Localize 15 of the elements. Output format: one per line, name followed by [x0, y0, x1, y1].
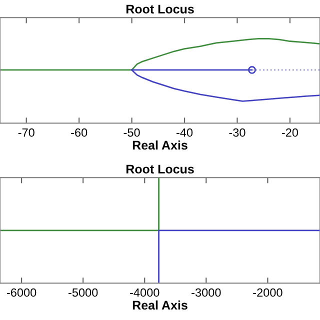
- x-tick-label: -20: [282, 128, 298, 137]
- x-tick-label: -50: [124, 128, 140, 137]
- x-tick-label: -30: [229, 128, 246, 137]
- x-axis-title: Real Axis: [132, 140, 188, 150]
- x-tick-label: -60: [71, 128, 88, 137]
- x-tick-label: -4000: [130, 288, 160, 297]
- chart-title: Root Locus: [126, 4, 194, 14]
- x-tick-label: -70: [18, 128, 34, 137]
- x-tick-label: -3000: [192, 288, 221, 297]
- x-tick-label: -5000: [68, 288, 98, 297]
- x-axis-title: Real Axis: [132, 300, 188, 310]
- chart-title: Root Locus: [126, 164, 194, 174]
- x-tick-label: -6000: [6, 288, 36, 297]
- x-tick-label: -2000: [253, 288, 282, 297]
- x-tick-label: -40: [176, 128, 193, 137]
